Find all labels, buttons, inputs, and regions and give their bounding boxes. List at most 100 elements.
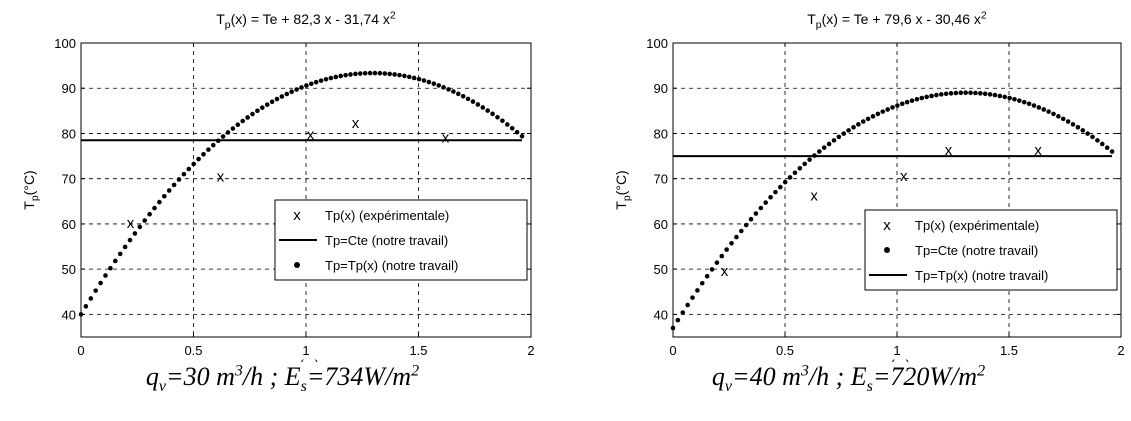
y-tick-label: 70 (654, 172, 668, 187)
legend-cross-swatch: x (883, 217, 891, 234)
data-point (899, 101, 905, 107)
data-point (787, 175, 793, 180)
data-point (699, 280, 705, 286)
data-point (108, 265, 113, 271)
data-point (240, 118, 245, 124)
data-point (1070, 122, 1076, 127)
legend-dot-swatch (294, 262, 300, 268)
data-point (460, 94, 466, 99)
y-tick-label: 90 (654, 81, 668, 96)
data-point (1090, 134, 1095, 140)
data-point-cross: x (900, 168, 908, 185)
legend-label: Tp(x) (expérimentale) (915, 218, 1039, 233)
data-point (220, 134, 226, 139)
data-point (166, 188, 172, 193)
legend-label: Tp=Cte (notre travail) (915, 243, 1038, 258)
data-point (968, 90, 973, 96)
caption-left: qv=30 m3/h ; Es=734W/m2 (145, 362, 420, 396)
y-tick-label: 60 (654, 217, 668, 232)
x-tick-label: 2 (527, 343, 534, 358)
data-point (782, 179, 788, 185)
x-tick-label: 0 (77, 343, 84, 358)
data-point (709, 267, 715, 272)
data-point (323, 76, 329, 82)
data-point (875, 111, 881, 117)
legend-label: Tp(x) (expérimentale) (325, 208, 449, 223)
data-point (1104, 145, 1110, 150)
data-point (514, 129, 520, 135)
data-point (93, 288, 98, 293)
data-point (274, 96, 280, 102)
data-point (729, 240, 734, 246)
data-point (1095, 138, 1100, 143)
data-point (446, 87, 451, 92)
data-point (215, 138, 221, 144)
data-point (1031, 103, 1037, 108)
data-point (255, 108, 260, 114)
data-point (953, 90, 959, 96)
data-point (821, 145, 827, 150)
data-point (1109, 149, 1115, 154)
legend-label: Tp=Tp(x) (notre travail) (915, 268, 1048, 283)
legend-box (864, 209, 1118, 291)
data-point (152, 205, 157, 211)
data-point (851, 124, 856, 130)
data-point (1051, 111, 1056, 117)
data-point (929, 93, 934, 99)
data-point (260, 105, 265, 110)
data-point (196, 156, 201, 162)
plots-canvas: xxxxx00.511.52405060708090100x(m)Tp(°C)T… (21, 9, 1125, 372)
data-point (973, 90, 978, 96)
data-point (1099, 141, 1105, 147)
data-point (328, 75, 334, 81)
data-point (113, 258, 118, 264)
data-point (186, 166, 192, 172)
data-point (997, 93, 1003, 99)
data-point (802, 161, 808, 167)
data-point (870, 114, 876, 119)
data-point (860, 119, 866, 124)
data-point (421, 78, 427, 83)
data-point (451, 89, 456, 94)
data-point-cross: x (810, 187, 818, 204)
data-point (743, 222, 749, 228)
data-point (495, 114, 500, 120)
x-tick-label: 0 (669, 343, 676, 358)
data-point (1065, 119, 1071, 124)
data-point (934, 92, 939, 98)
x-tick-label: 0.5 (776, 343, 794, 358)
data-point (436, 83, 442, 88)
data-point (171, 182, 177, 188)
y-axis-label-group: Tp(°C) (613, 170, 633, 209)
data-point (392, 72, 397, 77)
data-point (490, 111, 495, 117)
data-point (895, 103, 900, 108)
data-point (885, 107, 890, 112)
data-point (919, 95, 925, 101)
data-point (127, 237, 133, 243)
data-point (797, 165, 803, 171)
data-point (191, 161, 196, 167)
data-point (211, 142, 216, 148)
legend: x Tp(x) (expérimentale) Tp=Cte (notre trav… (864, 209, 1118, 291)
x-tick-label: 1.5 (409, 343, 427, 358)
y-tick-label: 100 (646, 36, 668, 51)
data-point (763, 200, 768, 205)
data-point (958, 90, 964, 96)
data-point (157, 199, 162, 205)
data-point (475, 102, 481, 107)
data-point (768, 194, 773, 200)
data-point (309, 81, 314, 87)
x-tick-label: 0.5 (184, 343, 202, 358)
data-point (83, 304, 89, 309)
data-point (407, 74, 412, 80)
data-point (1026, 101, 1032, 107)
legend-label: Tp=Tp(x) (notre travail) (325, 258, 458, 273)
legend-cross-swatch: x (293, 207, 301, 224)
data-point (978, 91, 983, 96)
data-point (890, 105, 895, 110)
data-point (846, 128, 851, 133)
data-point (865, 116, 871, 122)
data-point (880, 109, 886, 114)
x-tick-label: 2 (1117, 343, 1124, 358)
